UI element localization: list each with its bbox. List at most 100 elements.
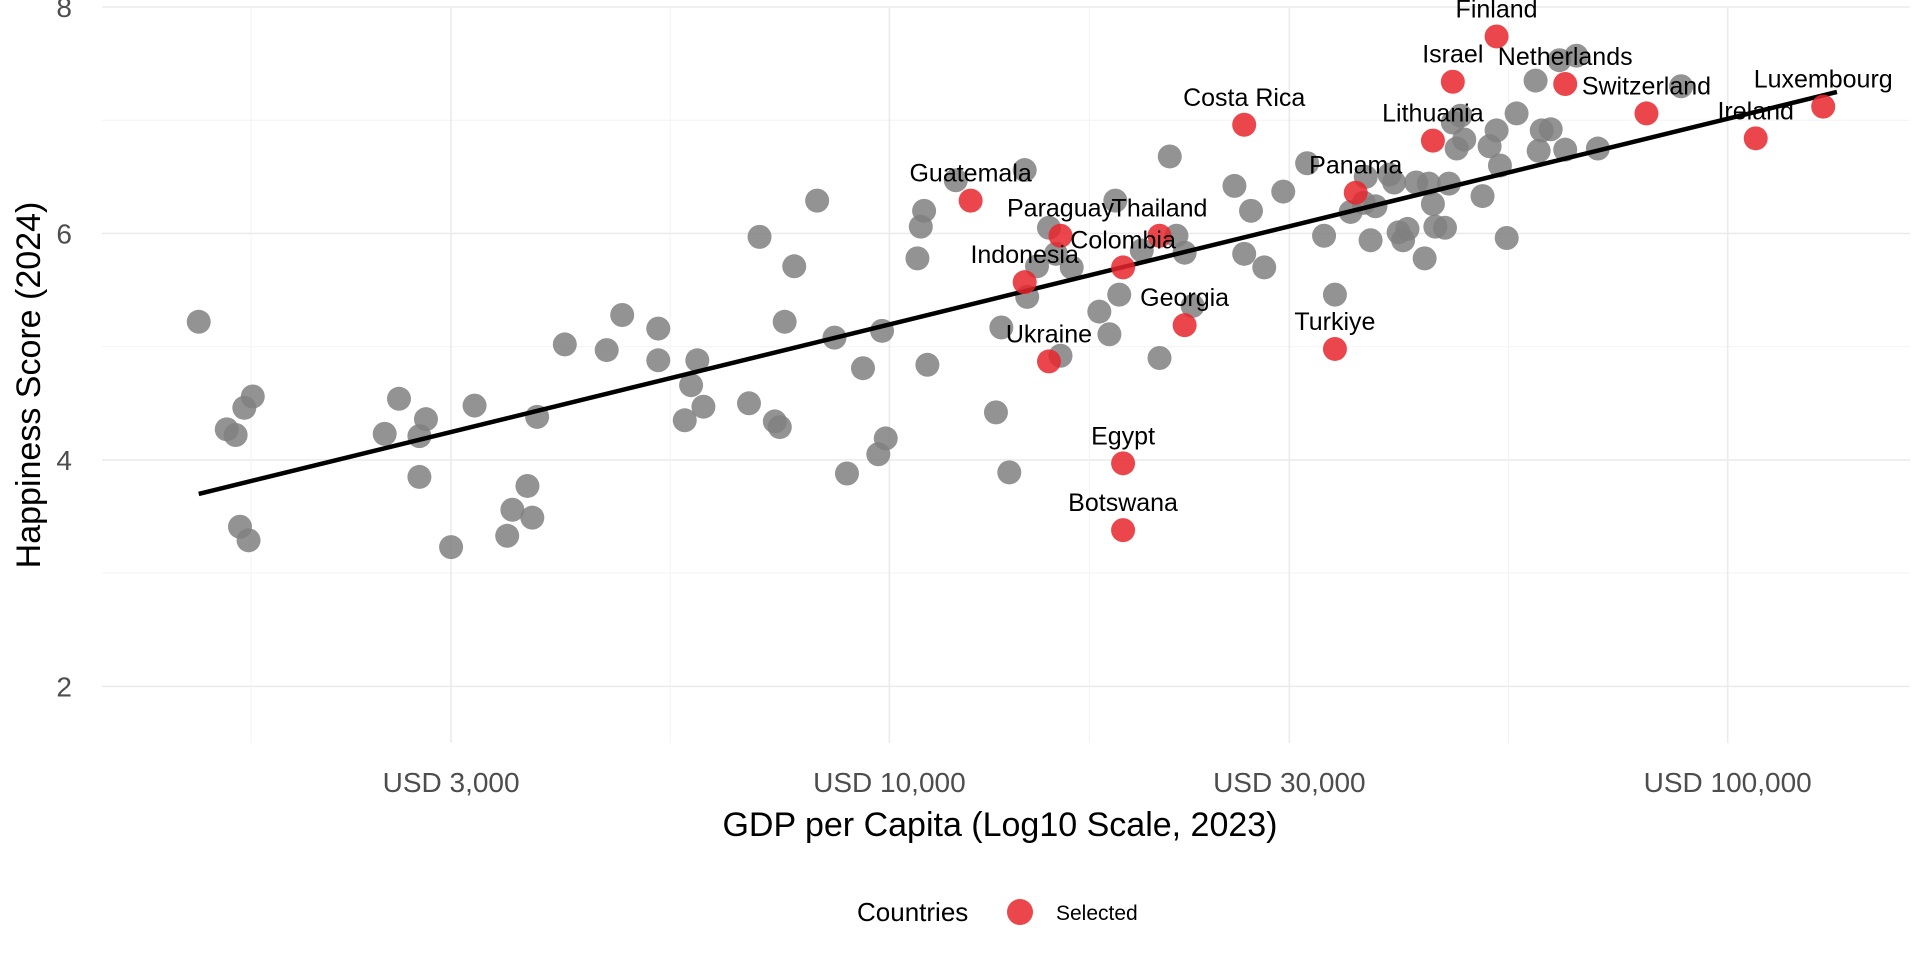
other-point [1222, 173, 1247, 198]
legend: Countries Selected [857, 897, 1138, 927]
other-point [997, 460, 1022, 485]
legend-label-selected: Selected [1056, 902, 1138, 925]
x-tick-label: USD 3,000 [383, 767, 520, 798]
legend-title: Countries [857, 897, 968, 927]
selected-point [1743, 126, 1768, 151]
other-point [1432, 215, 1457, 240]
x-tick-label: USD 30,000 [1213, 767, 1366, 798]
other-point [1312, 223, 1337, 248]
other-point [552, 332, 577, 357]
y-axis-title: Happiness Score (2024) [10, 202, 48, 569]
selected-point [1111, 451, 1136, 476]
point-label: Switzerland [1582, 72, 1711, 100]
point-label: Egypt [1091, 422, 1155, 450]
other-point [1395, 216, 1420, 241]
selected-point [1012, 270, 1037, 295]
other-point [983, 400, 1008, 425]
other-point [805, 188, 830, 213]
point-label: Luxembourg [1754, 66, 1893, 94]
other-point [834, 461, 859, 486]
other-point [1526, 138, 1551, 163]
other-point [747, 224, 772, 249]
other-point [1494, 225, 1519, 250]
other-point [1252, 255, 1277, 280]
other-point [500, 497, 525, 522]
y-tick-label: 2 [56, 671, 72, 702]
other-point [1147, 346, 1172, 371]
other-point [767, 415, 792, 440]
point-label: Ireland [1717, 97, 1793, 125]
other-point [1470, 184, 1495, 209]
selected-point [1811, 94, 1836, 119]
point-label: Netherlands [1498, 43, 1633, 71]
other-point [1412, 246, 1437, 271]
x-axis-tick-labels: USD 3,000 USD 10,000 USD 30,000 USD 100,000 [383, 767, 1812, 798]
selected-country-points [958, 24, 1836, 543]
other-point [1484, 118, 1509, 143]
other-point [462, 393, 487, 418]
other-point [1538, 117, 1563, 142]
other-point [850, 356, 875, 381]
other-point [1523, 68, 1548, 93]
other-point [685, 348, 710, 373]
other-point [873, 426, 898, 451]
other-point [772, 309, 797, 334]
other-point [1271, 179, 1296, 204]
other-point [386, 386, 411, 411]
point-label: Colombia [1070, 226, 1176, 254]
other-point [1420, 192, 1445, 217]
other-point [240, 384, 265, 409]
other-point [679, 373, 704, 398]
point-label: Guatemala [909, 160, 1031, 188]
other-point [1564, 43, 1589, 68]
other-point [236, 528, 261, 553]
selected-point [1440, 69, 1465, 94]
other-point [912, 198, 937, 223]
other-point [1059, 255, 1084, 280]
other-point [186, 309, 211, 334]
other-point [989, 315, 1014, 340]
other-point [1452, 127, 1477, 152]
other-point [1087, 299, 1112, 324]
point-label: Thailand [1112, 195, 1208, 223]
other-point [943, 168, 968, 193]
other-point [1358, 228, 1383, 253]
selected-point [1484, 24, 1509, 49]
other-point [372, 421, 397, 446]
other-point [646, 316, 671, 341]
other-point [1103, 188, 1128, 213]
y-tick-label: 4 [56, 445, 72, 476]
selected-point [1111, 518, 1136, 543]
other-point [223, 423, 248, 448]
selected-point [1036, 349, 1061, 374]
y-tick-label: 6 [56, 218, 72, 249]
point-label: Lithuania [1382, 100, 1484, 128]
point-label: Georgia [1140, 284, 1229, 312]
other-point [1669, 74, 1694, 99]
other-point [1157, 144, 1182, 169]
y-axis-tick-labels: 2 4 6 8 [56, 0, 72, 702]
x-tick-label: USD 10,000 [813, 767, 966, 798]
other-point [413, 407, 438, 432]
x-tick-label: USD 100,000 [1644, 767, 1812, 798]
selected-point [1232, 112, 1257, 137]
selected-point [1048, 223, 1073, 248]
other-point [439, 535, 464, 560]
point-label: Panama [1309, 152, 1402, 180]
other-point [915, 352, 940, 377]
selected-point [1147, 223, 1172, 248]
other-point [782, 254, 807, 279]
selected-point [1111, 255, 1136, 280]
y-tick-label: 8 [56, 0, 72, 23]
other-country-points [186, 43, 1694, 560]
other-point [1180, 293, 1205, 318]
x-axis-title: GDP per Capita (Log10 Scale, 2023) [722, 806, 1277, 844]
point-label: Costa Rica [1183, 84, 1305, 112]
point-label: Botswana [1068, 489, 1178, 517]
other-point [905, 246, 930, 271]
point-label: Indonesia [970, 241, 1079, 269]
point-label: Israel [1422, 41, 1483, 69]
other-point [1504, 101, 1529, 126]
